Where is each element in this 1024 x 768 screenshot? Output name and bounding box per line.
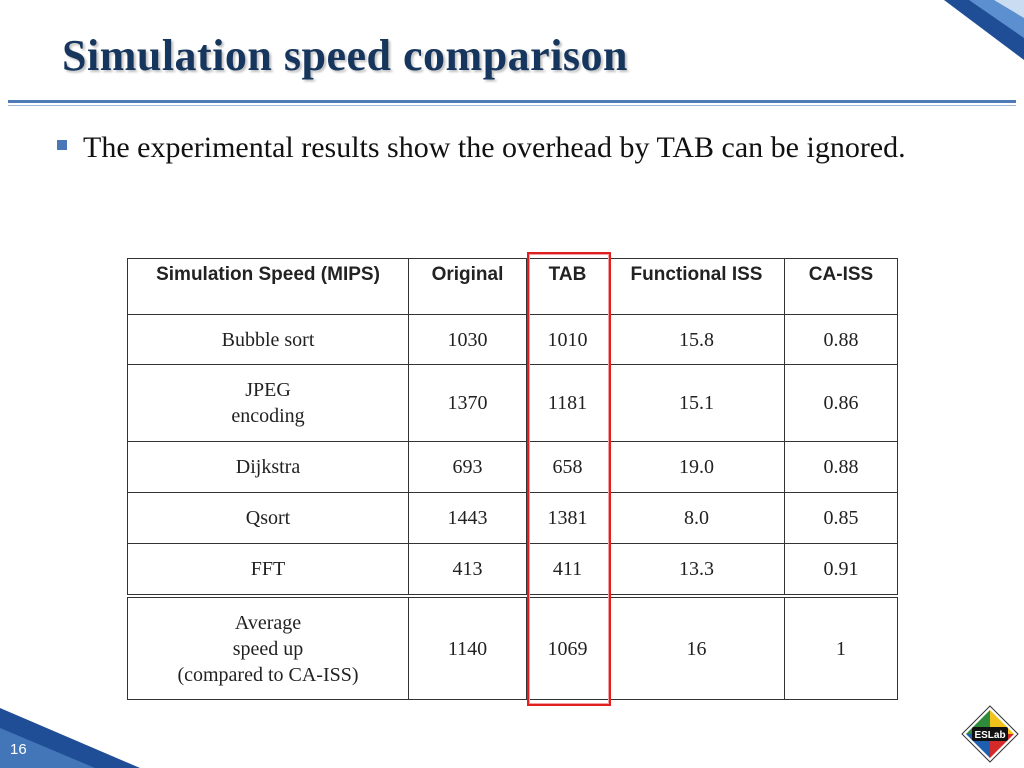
cell-ca-iss: 1: [784, 594, 898, 700]
simulation-speed-table: Simulation Speed (MIPS) Original TAB Fun…: [127, 258, 898, 700]
cell-tab: 1181: [526, 364, 609, 442]
table-row: FFT 413 411 13.3 0.91: [127, 543, 898, 597]
corner-decoration-bottom-left: [0, 708, 140, 768]
header-ca-iss: CA-ISS: [784, 258, 898, 315]
cell-tab: 411: [526, 543, 609, 597]
table-row: JPEG encoding 1370 1181 15.1 0.86: [127, 364, 898, 442]
title-divider-thin: [8, 105, 1016, 106]
table-row: Qsort 1443 1381 8.0 0.85: [127, 492, 898, 544]
slide-title: Simulation speed comparison: [62, 31, 629, 80]
row-benchmark-name: Dijkstra: [127, 441, 409, 493]
cell-ca-iss: 0.88: [784, 314, 898, 365]
cell-functional-iss: 19.0: [608, 441, 785, 493]
table-header-row: Simulation Speed (MIPS) Original TAB Fun…: [127, 258, 898, 315]
page-number: 16: [10, 741, 27, 758]
cell-original: 1443: [408, 492, 527, 544]
header-simulation-speed: Simulation Speed (MIPS): [127, 258, 409, 315]
cell-original: 693: [408, 441, 527, 493]
cell-original: 1370: [408, 364, 527, 442]
results-table-container: Simulation Speed (MIPS) Original TAB Fun…: [127, 258, 898, 700]
row-benchmark-name: Qsort: [127, 492, 409, 544]
table-row-average: Average speed up (compared to CA-ISS) 11…: [127, 594, 898, 700]
table-row: Dijkstra 693 658 19.0 0.88: [127, 441, 898, 493]
cell-functional-iss: 13.3: [608, 543, 785, 597]
cell-tab: 1010: [526, 314, 609, 365]
cell-tab: 1381: [526, 492, 609, 544]
cell-original: 413: [408, 543, 527, 597]
cell-ca-iss: 0.88: [784, 441, 898, 493]
cell-original: 1140: [408, 594, 527, 700]
cell-functional-iss: 8.0: [608, 492, 785, 544]
bullet-square-icon: [57, 140, 67, 150]
title-divider: [8, 100, 1016, 103]
bullet-text: The experimental results show the overhe…: [83, 131, 906, 164]
cell-functional-iss: 15.1: [608, 364, 785, 442]
header-original: Original: [408, 258, 527, 315]
eslab-logo-icon: ESLab: [961, 705, 1019, 763]
bullet-point: The experimental results show the overhe…: [55, 128, 935, 168]
cell-functional-iss: 16: [608, 594, 785, 700]
cell-tab: 658: [526, 441, 609, 493]
cell-original: 1030: [408, 314, 527, 365]
header-functional-iss: Functional ISS: [608, 258, 785, 315]
corner-decoration-top-right: [944, 0, 1024, 60]
row-average-label: Average speed up (compared to CA-ISS): [127, 594, 409, 700]
row-benchmark-name: FFT: [127, 543, 409, 597]
cell-ca-iss: 0.85: [784, 492, 898, 544]
header-tab: TAB: [526, 258, 609, 315]
row-benchmark-name: JPEG encoding: [127, 364, 409, 442]
eslab-logo-text: ESLab: [974, 730, 1005, 741]
cell-ca-iss: 0.86: [784, 364, 898, 442]
table-row: Bubble sort 1030 1010 15.8 0.88: [127, 314, 898, 365]
cell-tab: 1069: [526, 594, 609, 700]
cell-ca-iss: 0.91: [784, 543, 898, 597]
row-benchmark-name: Bubble sort: [127, 314, 409, 365]
cell-functional-iss: 15.8: [608, 314, 785, 365]
